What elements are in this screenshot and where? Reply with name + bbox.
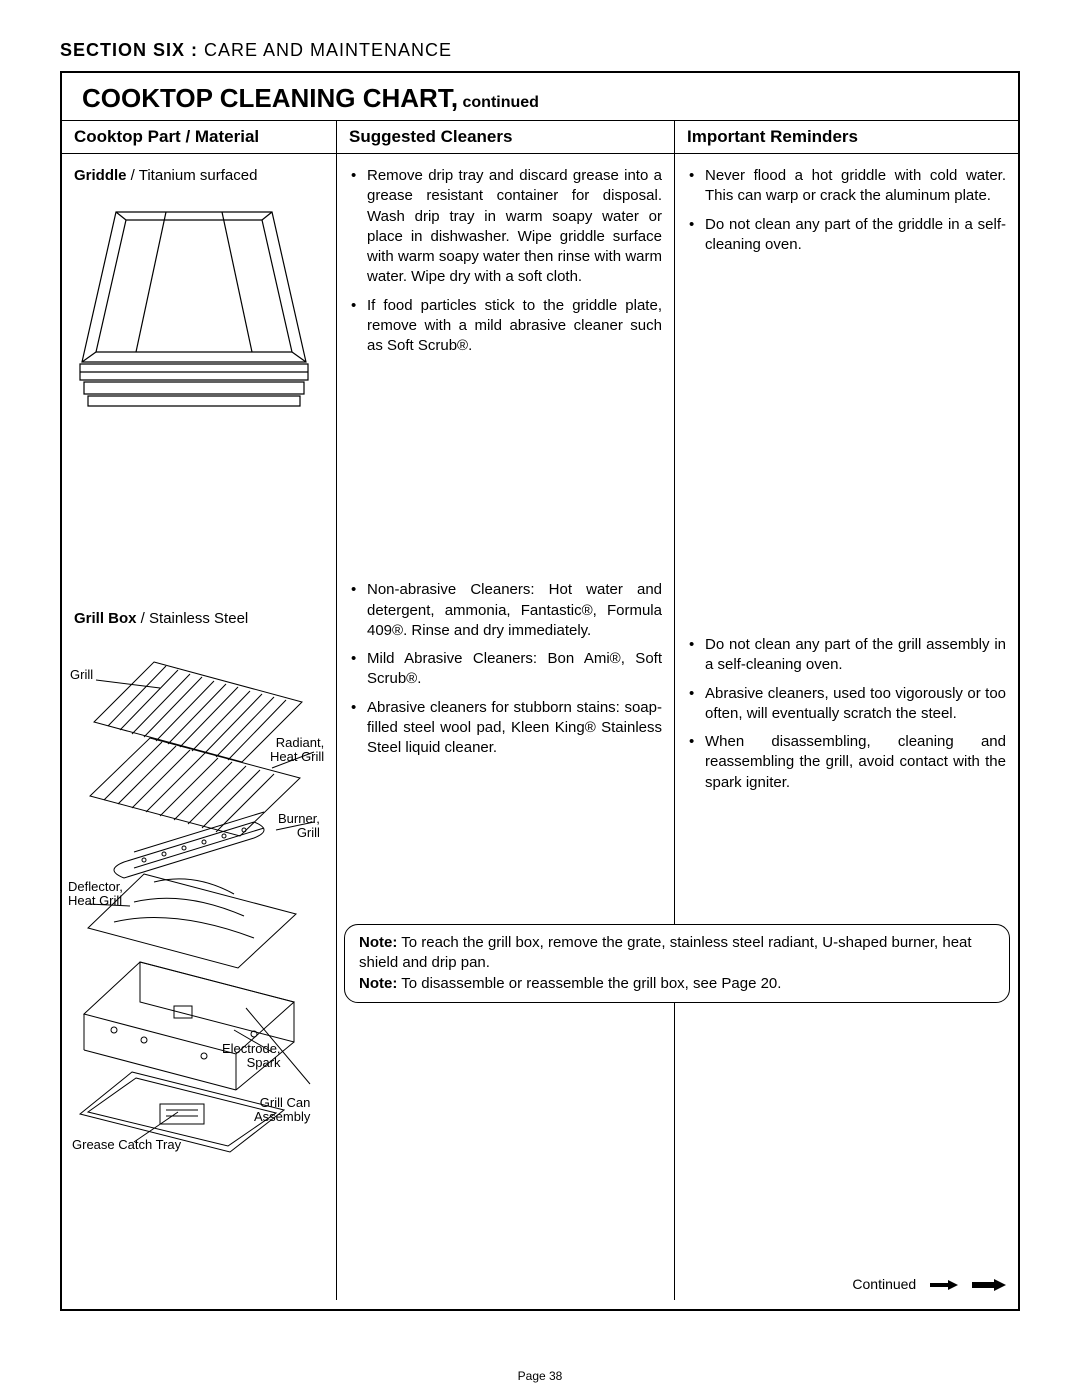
grillbox-cleaners-list: Non-abrasive Cleaners: Hot water and det… [349,580,662,758]
label-grillcan: Grill Can Assembly [254,1096,310,1125]
grillbox-part-label: Grill Box / Stainless Steel [74,609,324,629]
griddle-bold: Griddle [74,167,127,184]
griddle-reminders-list: Never flood a hot griddle with cold wate… [687,166,1006,255]
griddle-diagram [74,204,314,419]
chart-container: COOKTOP CLEANING CHART, continued Cookto… [60,71,1020,1311]
list-item: When disassembling, cleaning and reassem… [705,732,1006,793]
list-item: Abrasive cleaners for stubborn stains: s… [367,698,662,759]
list-item: Remove drip tray and discard grease into… [367,166,662,288]
note-box: Note: To reach the grill box, remove the… [344,924,1010,1003]
label-deflector: Deflector, Heat Grill [68,880,123,909]
griddle-part-label: Griddle / Titanium surfaced [74,166,324,186]
col-header-cleaners: Suggested Cleaners [337,121,675,153]
label-electrode: Electrode, Spark [222,1042,281,1071]
label-grease: Grease Catch Tray [72,1138,181,1152]
list-item: Do not clean any part of the grill assem… [705,635,1006,676]
label-burner: Burner, Grill [278,812,320,841]
list-item: If food particles stick to the griddle p… [367,296,662,357]
section-header-bold: SECTION SIX : [60,40,198,60]
table-body: Griddle / Titanium surfaced [62,154,1018,1300]
arrow-right-large-icon [972,1279,1006,1291]
list-item: Never flood a hot griddle with cold wate… [705,166,1006,207]
col-cleaners: Remove drip tray and discard grease into… [337,154,675,1300]
note-bold-2: Note: [359,975,397,992]
list-item: Mild Abrasive Cleaners: Bon Ami®, Soft S… [367,649,662,690]
list-item: Do not clean any part of the griddle in … [705,215,1006,256]
note-line-2: Note: To disassemble or reassemble the g… [359,974,995,994]
note-text-2: To disassemble or reassemble the grill b… [397,975,781,992]
grill-assembly-diagram: Grill Radiant, Heat Grill Burner, Grill … [74,644,324,1164]
list-item: Non-abrasive Cleaners: Hot water and det… [367,580,662,641]
label-radiant: Radiant, Heat Grill [270,736,324,765]
griddle-rest: / Titanium surfaced [127,167,258,184]
grillbox-rest: / Stainless Steel [137,610,249,627]
col-part: Griddle / Titanium surfaced [62,154,337,1300]
grillbox-reminders-list: Do not clean any part of the grill assem… [687,635,1006,793]
list-item: Abrasive cleaners, used too vigorously o… [705,684,1006,725]
chart-title-continued: continued [458,94,539,111]
continued-label: Continued [852,1276,916,1292]
chart-title-main: COOKTOP CLEANING CHART, [82,83,458,113]
chart-title: COOKTOP CLEANING CHART, continued [62,73,1018,120]
table-header-row: Cooktop Part / Material Suggested Cleane… [62,121,1018,154]
cleaning-table: Cooktop Part / Material Suggested Cleane… [62,120,1018,1300]
col-header-reminders: Important Reminders [675,121,1018,153]
note-line-1: Note: To reach the grill box, remove the… [359,933,995,974]
col-reminders: Never flood a hot griddle with cold wate… [675,154,1018,1300]
col-header-part: Cooktop Part / Material [62,121,337,153]
note-bold-1: Note: [359,934,397,951]
section-header-rest: CARE AND MAINTENANCE [198,40,452,60]
section-header: SECTION SIX : CARE AND MAINTENANCE [60,40,1020,61]
arrow-right-small-icon [930,1280,958,1290]
continued-indicator: Continued [852,1275,1006,1294]
grillbox-bold: Grill Box [74,610,137,627]
label-grill: Grill [70,668,93,682]
page-number: Page 38 [0,1369,1080,1383]
note-text-1: To reach the grill box, remove the grate… [359,934,972,971]
griddle-cleaners-list: Remove drip tray and discard grease into… [349,166,662,356]
